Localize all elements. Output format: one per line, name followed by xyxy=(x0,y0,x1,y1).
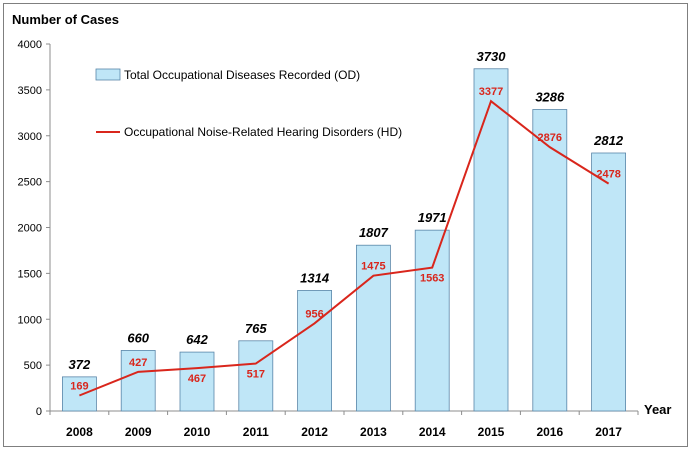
od-data-label: 1807 xyxy=(359,225,389,240)
bar xyxy=(238,340,274,412)
legend-label-hd: Occupational Noise-Related Hearing Disor… xyxy=(124,125,402,139)
legend-swatch-od xyxy=(95,68,121,81)
hd-line xyxy=(79,99,610,397)
hd-data-label: 2478 xyxy=(596,169,620,181)
y-tick-label: 1500 xyxy=(18,268,42,280)
bar xyxy=(473,68,509,412)
bar xyxy=(120,350,156,412)
bar xyxy=(414,229,450,412)
od-data-label: 765 xyxy=(245,321,267,336)
x-tick-label: 2014 xyxy=(419,425,446,439)
bar xyxy=(62,376,97,412)
line-series xyxy=(79,99,610,397)
bar xyxy=(179,351,215,412)
y-tick-label: 2000 xyxy=(18,223,42,235)
od-data-label: 660 xyxy=(127,330,149,345)
x-tick-label: 2011 xyxy=(243,425,269,439)
x-tick-label: 2017 xyxy=(595,425,622,439)
hd-data-label: 467 xyxy=(188,373,206,385)
bar-series xyxy=(62,68,626,412)
x-tick-label: 2008 xyxy=(66,425,93,439)
x-axis-title: Year xyxy=(644,402,671,417)
y-tick-label: 0 xyxy=(36,406,42,418)
od-data-label: 3286 xyxy=(535,90,565,105)
y-tick-label: 3000 xyxy=(18,131,42,143)
hd-data-label: 956 xyxy=(305,308,323,320)
hd-data-label: 517 xyxy=(247,369,265,381)
x-tick-label: 2010 xyxy=(184,425,211,439)
data-labels: 372 660 642 765 1314 1807 1971 3730 3286 2812 169 4… xyxy=(69,49,624,393)
hd-data-label: 3377 xyxy=(479,86,503,98)
hd-data-label: 1563 xyxy=(420,273,444,285)
od-data-label: 642 xyxy=(186,332,208,347)
od-data-label: 2812 xyxy=(593,133,624,148)
hd-data-label: 427 xyxy=(129,357,147,369)
bar xyxy=(532,109,568,412)
x-tick-label: 2016 xyxy=(536,425,563,439)
x-tick-label: 2012 xyxy=(301,425,328,439)
bar xyxy=(297,290,333,412)
hd-data-label: 2876 xyxy=(538,132,562,144)
bar xyxy=(591,152,626,412)
od-data-label: 1971 xyxy=(418,210,447,225)
od-data-label: 372 xyxy=(69,357,91,372)
x-tick-label: 2015 xyxy=(478,425,505,439)
legend: Total Occupational Diseases Recorded (OD… xyxy=(95,68,402,139)
y-tick-label: 3500 xyxy=(18,85,42,97)
y-tick-label: 2500 xyxy=(18,177,42,189)
hd-data-label: 169 xyxy=(70,380,88,392)
y-axis-title: Number of Cases xyxy=(12,12,119,27)
od-data-label: 1314 xyxy=(300,270,330,285)
x-tick-label: 2013 xyxy=(360,425,387,439)
legend-label-od: Total Occupational Diseases Recorded (OD… xyxy=(124,68,360,82)
od-data-label: 3730 xyxy=(477,49,507,64)
x-tick-label: 2009 xyxy=(125,425,152,439)
y-tick-label: 4000 xyxy=(18,39,42,51)
bar xyxy=(355,244,391,412)
y-tick-label: 1000 xyxy=(18,314,42,326)
hd-data-label: 1475 xyxy=(361,261,385,273)
y-tick-label: 500 xyxy=(24,360,42,372)
